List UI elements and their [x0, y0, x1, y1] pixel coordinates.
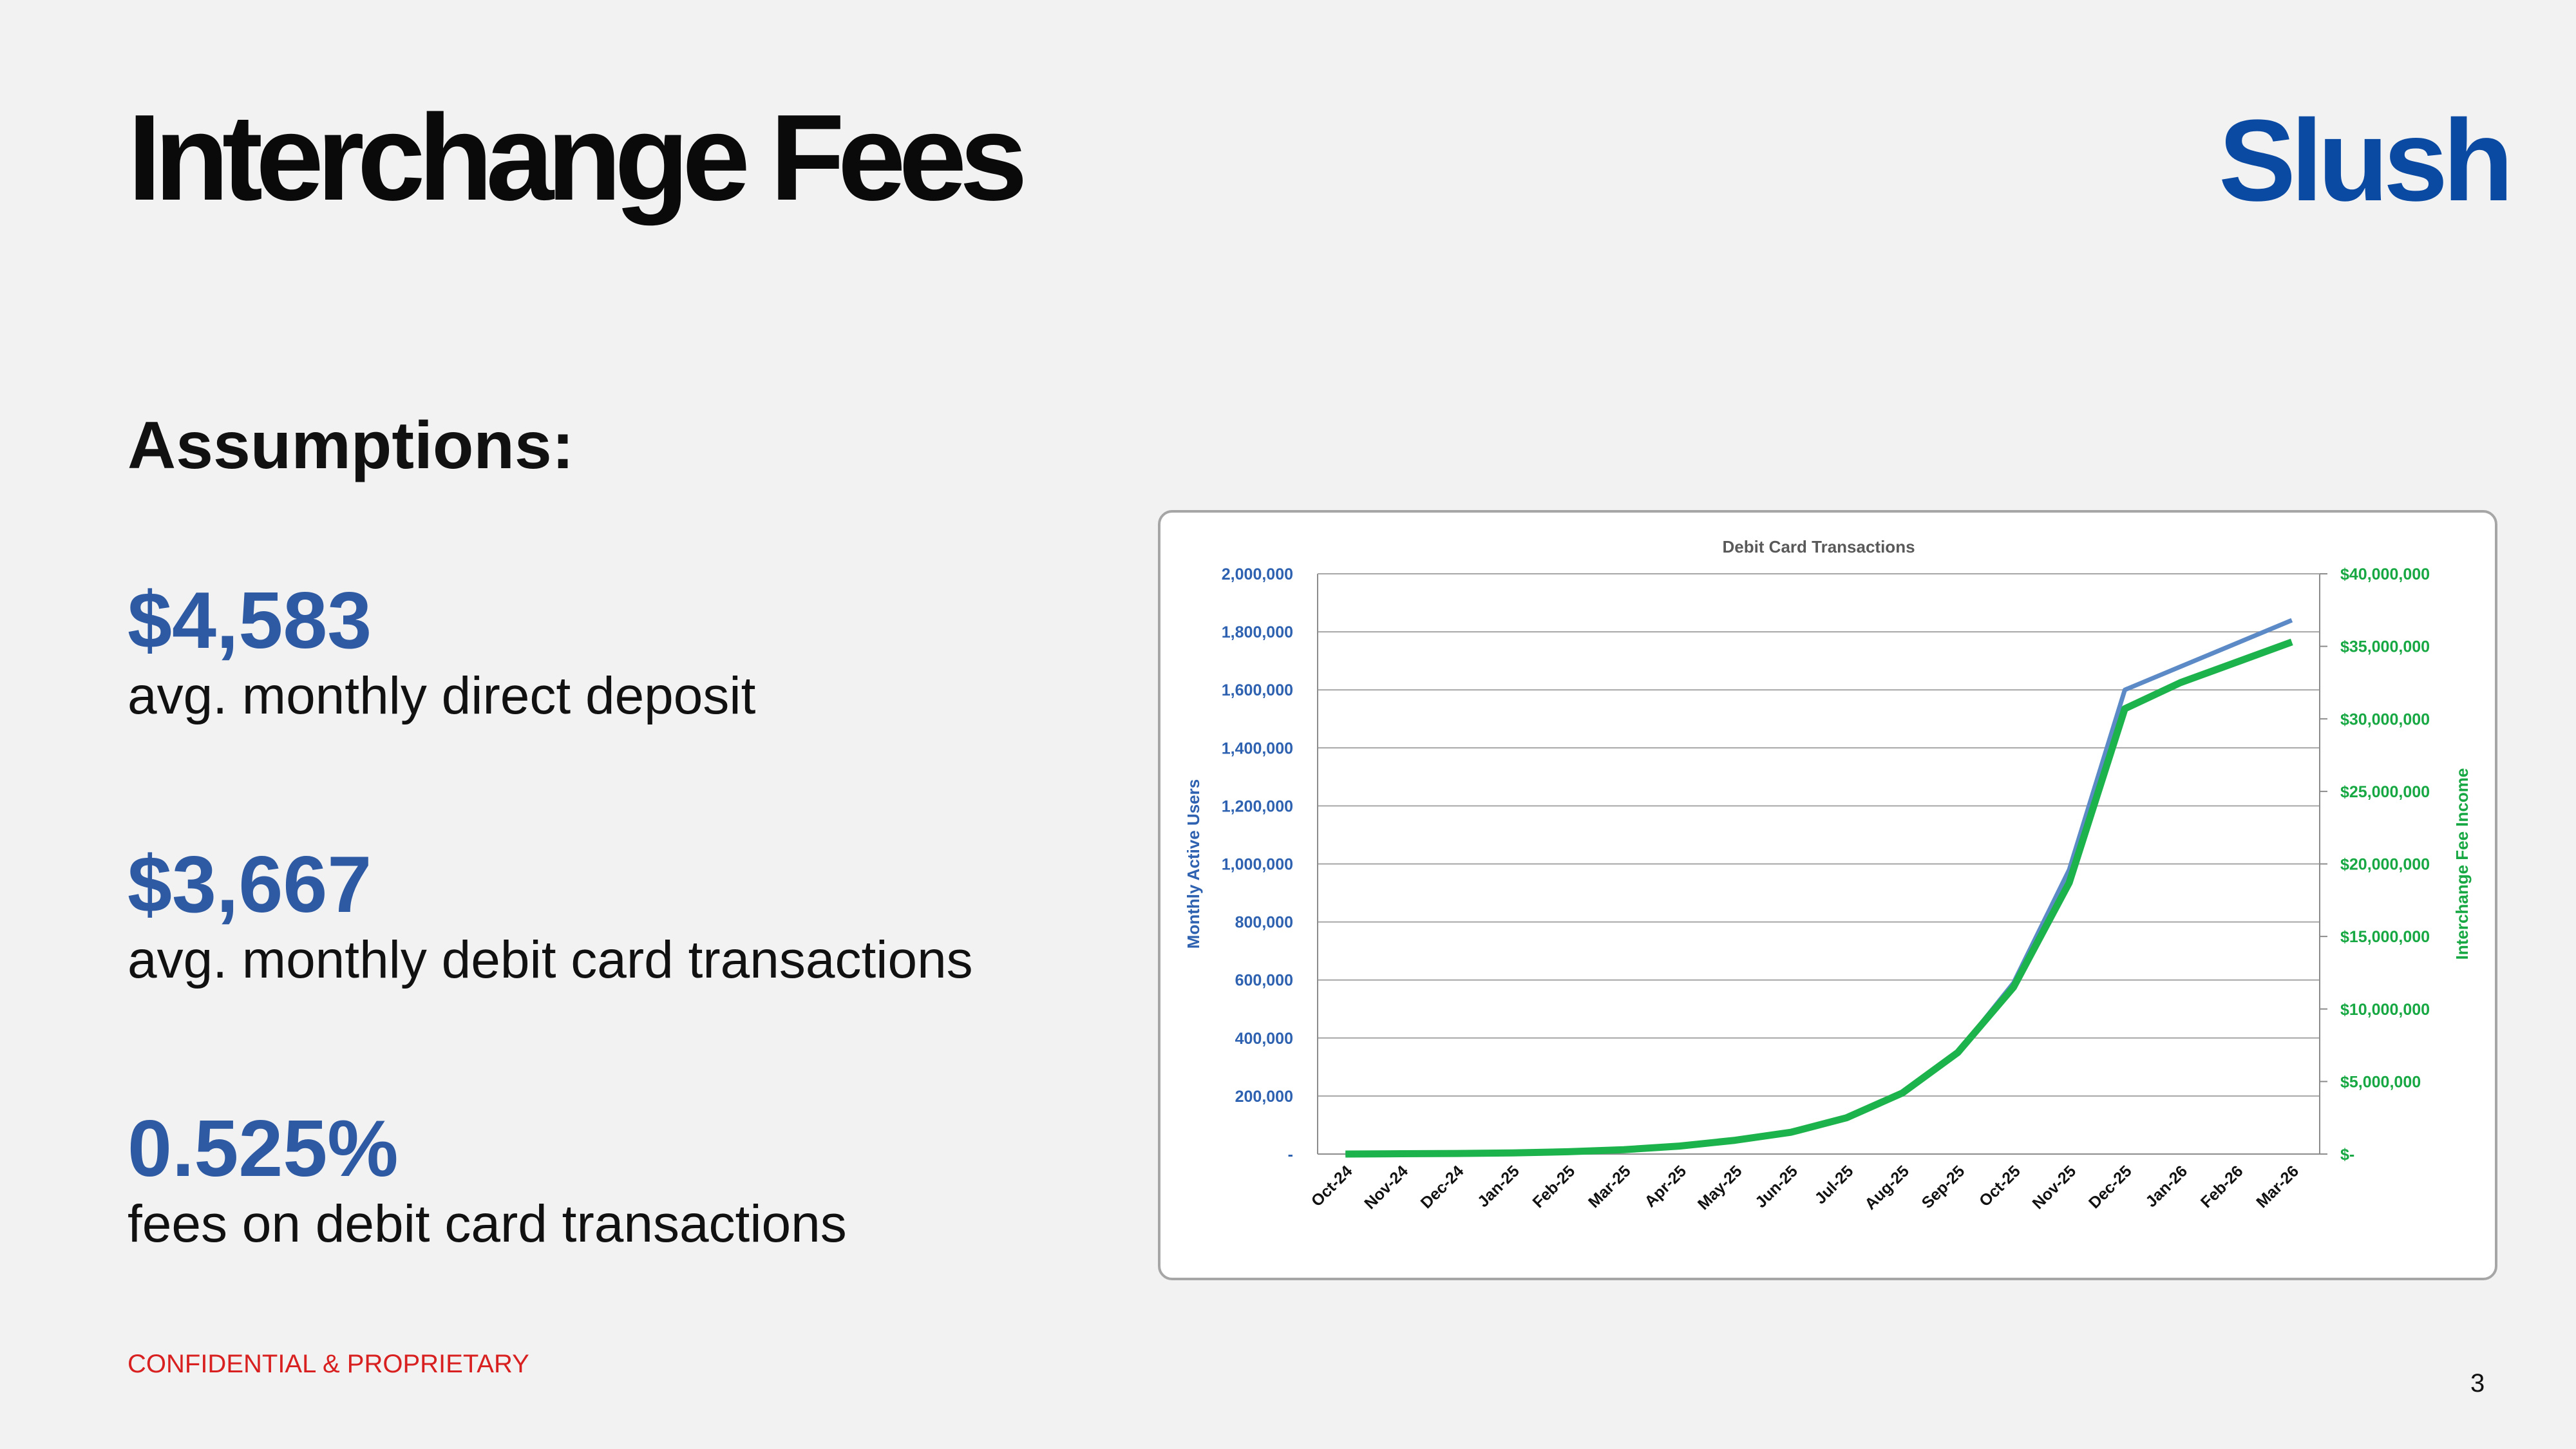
x-tick-label: Nov-24	[1361, 1162, 1412, 1213]
y-tick-label: -	[1288, 1146, 1293, 1164]
y-tick-label: 800,000	[1235, 914, 1293, 932]
y-right-tick-label: $25,000,000	[2340, 783, 2430, 801]
chart-panel: Debit Card Transactions - 200,000 400,000 60…	[1158, 510, 2497, 1280]
stat-label: avg. monthly debit card transactions	[128, 931, 973, 989]
y-tick-label: 1,800,000	[1222, 623, 1293, 641]
x-tick-label: Mar-26	[2253, 1162, 2302, 1211]
brand-logo: Slush	[2219, 96, 2514, 225]
y-tick-label: 200,000	[1235, 1088, 1293, 1106]
y-right-tick-label: $5,000,000	[2340, 1073, 2421, 1091]
stat-value: 0.525%	[128, 1104, 399, 1193]
y-right-tick-label: $15,000,000	[2340, 928, 2430, 946]
x-tick-label: Aug-25	[1861, 1162, 1913, 1213]
y-tick-label: 1,000,000	[1222, 856, 1293, 874]
y-tick-label: 1,600,000	[1222, 681, 1293, 699]
x-tick-label: Feb-25	[1529, 1162, 1578, 1211]
stat-fee-rate: 0.525% fees on debit card transactions	[128, 1109, 847, 1251]
page-number: 3	[2470, 1369, 2485, 1397]
x-tick-label: Nov-25	[2029, 1162, 2079, 1213]
x-tick-label: May-25	[1694, 1162, 1746, 1213]
y-tick-label: 400,000	[1235, 1030, 1293, 1048]
chart-title: Debit Card Transactions	[1722, 537, 1915, 556]
y-right-tick-label: $20,000,000	[2340, 856, 2430, 874]
x-tick-label: Apr-25	[1641, 1162, 1690, 1211]
y-right-tick-label: $40,000,000	[2340, 565, 2430, 583]
y-tick-label: 2,000,000	[1222, 565, 1293, 583]
y-right-tick-label: $30,000,000	[2340, 710, 2430, 728]
y-tick-label: 1,200,000	[1222, 797, 1293, 815]
x-tick-label: Sep-25	[1918, 1162, 1969, 1212]
y-right-tick-label: $10,000,000	[2340, 1001, 2430, 1019]
y-right-tick-label: $35,000,000	[2340, 638, 2430, 656]
stat-debit-transactions: $3,667 avg. monthly debit card transacti…	[128, 845, 973, 987]
x-tick-label: Jan-25	[1474, 1162, 1523, 1211]
assumptions-heading: Assumptions:	[128, 408, 574, 483]
x-tick-label: Oct-25	[1976, 1162, 2024, 1210]
x-tick-label: Oct-24	[1308, 1162, 1356, 1210]
series-line-income	[1345, 638, 2293, 1158]
x-tick-label: Dec-25	[2085, 1162, 2136, 1212]
x-tick-label: Jul-25	[1812, 1162, 1857, 1208]
stat-label: fees on debit card transactions	[128, 1195, 847, 1253]
y-tick-label: 600,000	[1235, 972, 1293, 990]
debit-card-chart: Debit Card Transactions - 200,000 400,000 60…	[1184, 537, 2472, 1213]
page-title: Interchange Fees	[128, 90, 1028, 226]
stat-value: $4,583	[128, 576, 372, 665]
y-axis-title: Monthly Active Users	[1184, 779, 1203, 949]
x-tick-label: Jun-25	[1752, 1162, 1801, 1211]
stat-value: $3,667	[128, 840, 372, 929]
x-tick-label: Feb-26	[2197, 1162, 2247, 1211]
stat-direct-deposit: $4,583 avg. monthly direct deposit	[128, 581, 755, 723]
x-tick-label: Mar-25	[1585, 1162, 1634, 1211]
x-tick-label: Jan-26	[2142, 1162, 2191, 1211]
confidential-notice: CONFIDENTIAL & PROPRIETARY	[128, 1350, 529, 1378]
y-right-tick-label: $-	[2340, 1146, 2354, 1164]
y-tick-label: 1,400,000	[1222, 739, 1293, 757]
y-right-axis-title: Interchange Fee Income	[2452, 768, 2472, 960]
stat-label: avg. monthly direct deposit	[128, 667, 756, 725]
x-tick-label: Dec-24	[1417, 1162, 1468, 1212]
